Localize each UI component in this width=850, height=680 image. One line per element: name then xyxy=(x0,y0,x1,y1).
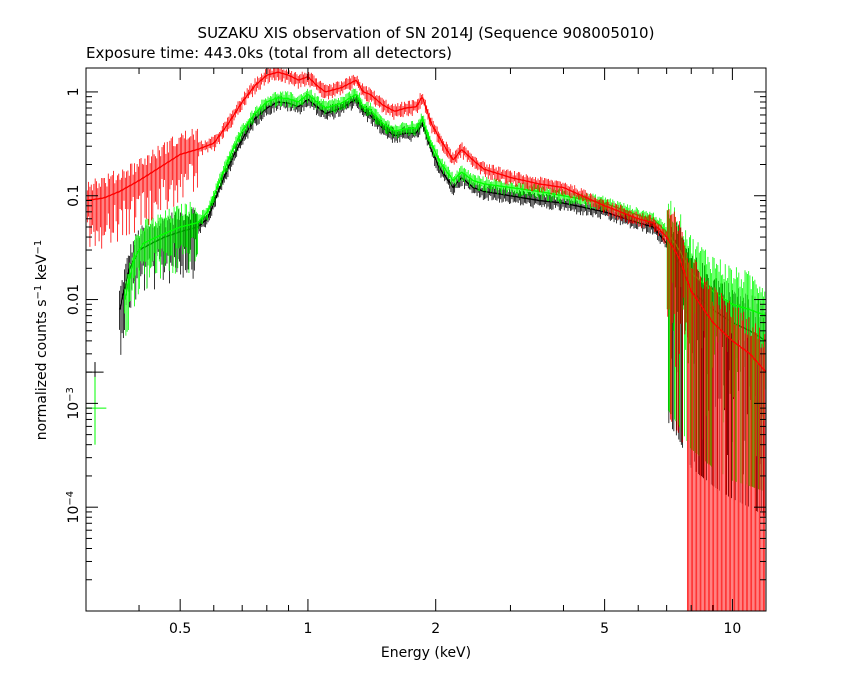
y-tick-label: 10−4 xyxy=(65,491,83,524)
x-tick-label: 0.5 xyxy=(169,621,191,637)
y-tick-label: 1 xyxy=(66,87,82,96)
y-tick-label: 0.01 xyxy=(66,284,82,315)
y-tick-label: 0.1 xyxy=(66,185,82,207)
y-tick-label-base: 0.1 xyxy=(66,185,82,207)
y-tick-label: 10−3 xyxy=(65,387,83,420)
x-axis-ticks: 0.5 1 2 5 10 xyxy=(138,68,741,637)
chart-title: SUZAKU XIS observation of SN 2014J (Sequ… xyxy=(198,24,655,42)
y-tick-label-base: 0.01 xyxy=(66,284,82,315)
chart-subtitle: Exposure time: 443.0ks (total from all d… xyxy=(86,44,452,62)
y-axis-label-prefix: normalized counts s xyxy=(34,299,50,440)
y-tick-label-exp: −4 xyxy=(65,491,76,506)
y-tick-label-base: 10 xyxy=(66,506,82,524)
x-tick-label: 2 xyxy=(431,621,440,637)
series-line xyxy=(85,71,767,373)
series-line xyxy=(124,93,767,317)
y-tick-label-base: 1 xyxy=(66,87,82,96)
x-tick-label: 10 xyxy=(723,621,741,637)
y-axis-label-sup2: −1 xyxy=(33,240,44,255)
plot-frame xyxy=(85,67,767,612)
x-axis-label: Energy (keV) xyxy=(381,645,471,661)
x-tick-label: 1 xyxy=(303,621,312,637)
spectrum-series xyxy=(85,68,767,611)
y-tick-label-exp: −3 xyxy=(65,387,76,402)
y-axis-label-sup1: −1 xyxy=(33,285,44,300)
x-tick-label: 5 xyxy=(600,621,609,637)
y-axis-label-mid: keV xyxy=(34,254,50,285)
y-tick-label-base: 10 xyxy=(66,402,82,420)
data-layer xyxy=(85,68,767,611)
y-axis-label: normalized counts s−1 keV−1 xyxy=(33,240,51,441)
